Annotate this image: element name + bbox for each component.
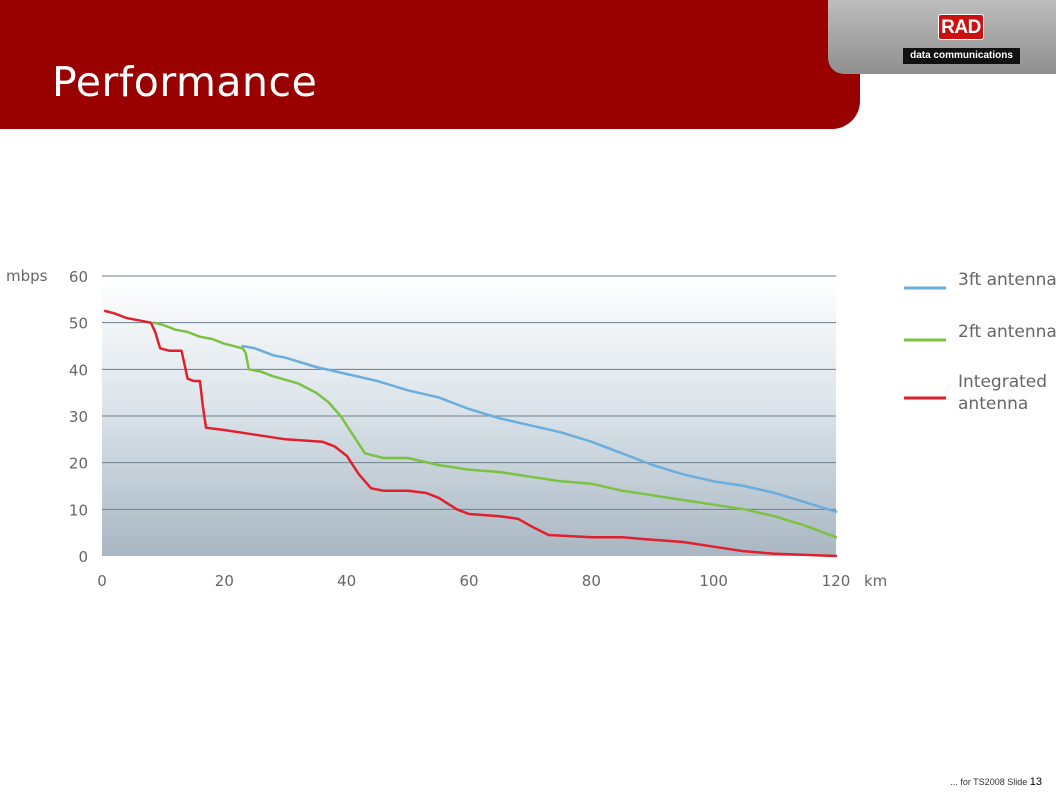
y-tick-label: 40 <box>69 361 88 379</box>
footer-text: ... for TS2008 Slide <box>950 777 1028 787</box>
y-tick-label: 50 <box>69 315 88 333</box>
y-tick-label: 60 <box>69 268 88 286</box>
x-tick-label: 20 <box>215 572 234 590</box>
title-bar: Performance <box>0 0 860 129</box>
x-axis-label: km <box>864 572 887 590</box>
series-line-integrated-antenna <box>103 309 838 558</box>
legend-label: 2ft antenna <box>958 322 1056 342</box>
series-line-2ft-antenna <box>152 321 838 539</box>
y-tick-label: 30 <box>69 408 88 426</box>
x-tick-label: 0 <box>97 572 107 590</box>
x-tick-label: 120 <box>822 572 851 590</box>
logo-subtext: data communications <box>903 48 1020 64</box>
slide-number: 13 <box>1029 776 1042 788</box>
legend-label: Integrated antenna <box>958 372 1047 414</box>
series-line-3ft-antenna <box>241 344 838 513</box>
x-tick-label: 80 <box>582 572 601 590</box>
y-tick-label: 20 <box>69 455 88 473</box>
x-tick-label: 100 <box>699 572 728 590</box>
slide-footer: ... for TS2008 Slide 13 <box>950 776 1042 788</box>
x-tick-label: 40 <box>337 572 356 590</box>
y-tick-label: 10 <box>69 501 88 519</box>
slide-title: Performance <box>52 58 318 106</box>
rad-logo: RAD data communications <box>828 0 1056 74</box>
y-tick-label: 0 <box>78 548 88 566</box>
legend-label: 3ft antenna <box>958 270 1056 290</box>
y-axis-label: mbps <box>6 267 48 285</box>
x-tick-label: 60 <box>459 572 478 590</box>
logo-mark: RAD <box>938 14 984 40</box>
